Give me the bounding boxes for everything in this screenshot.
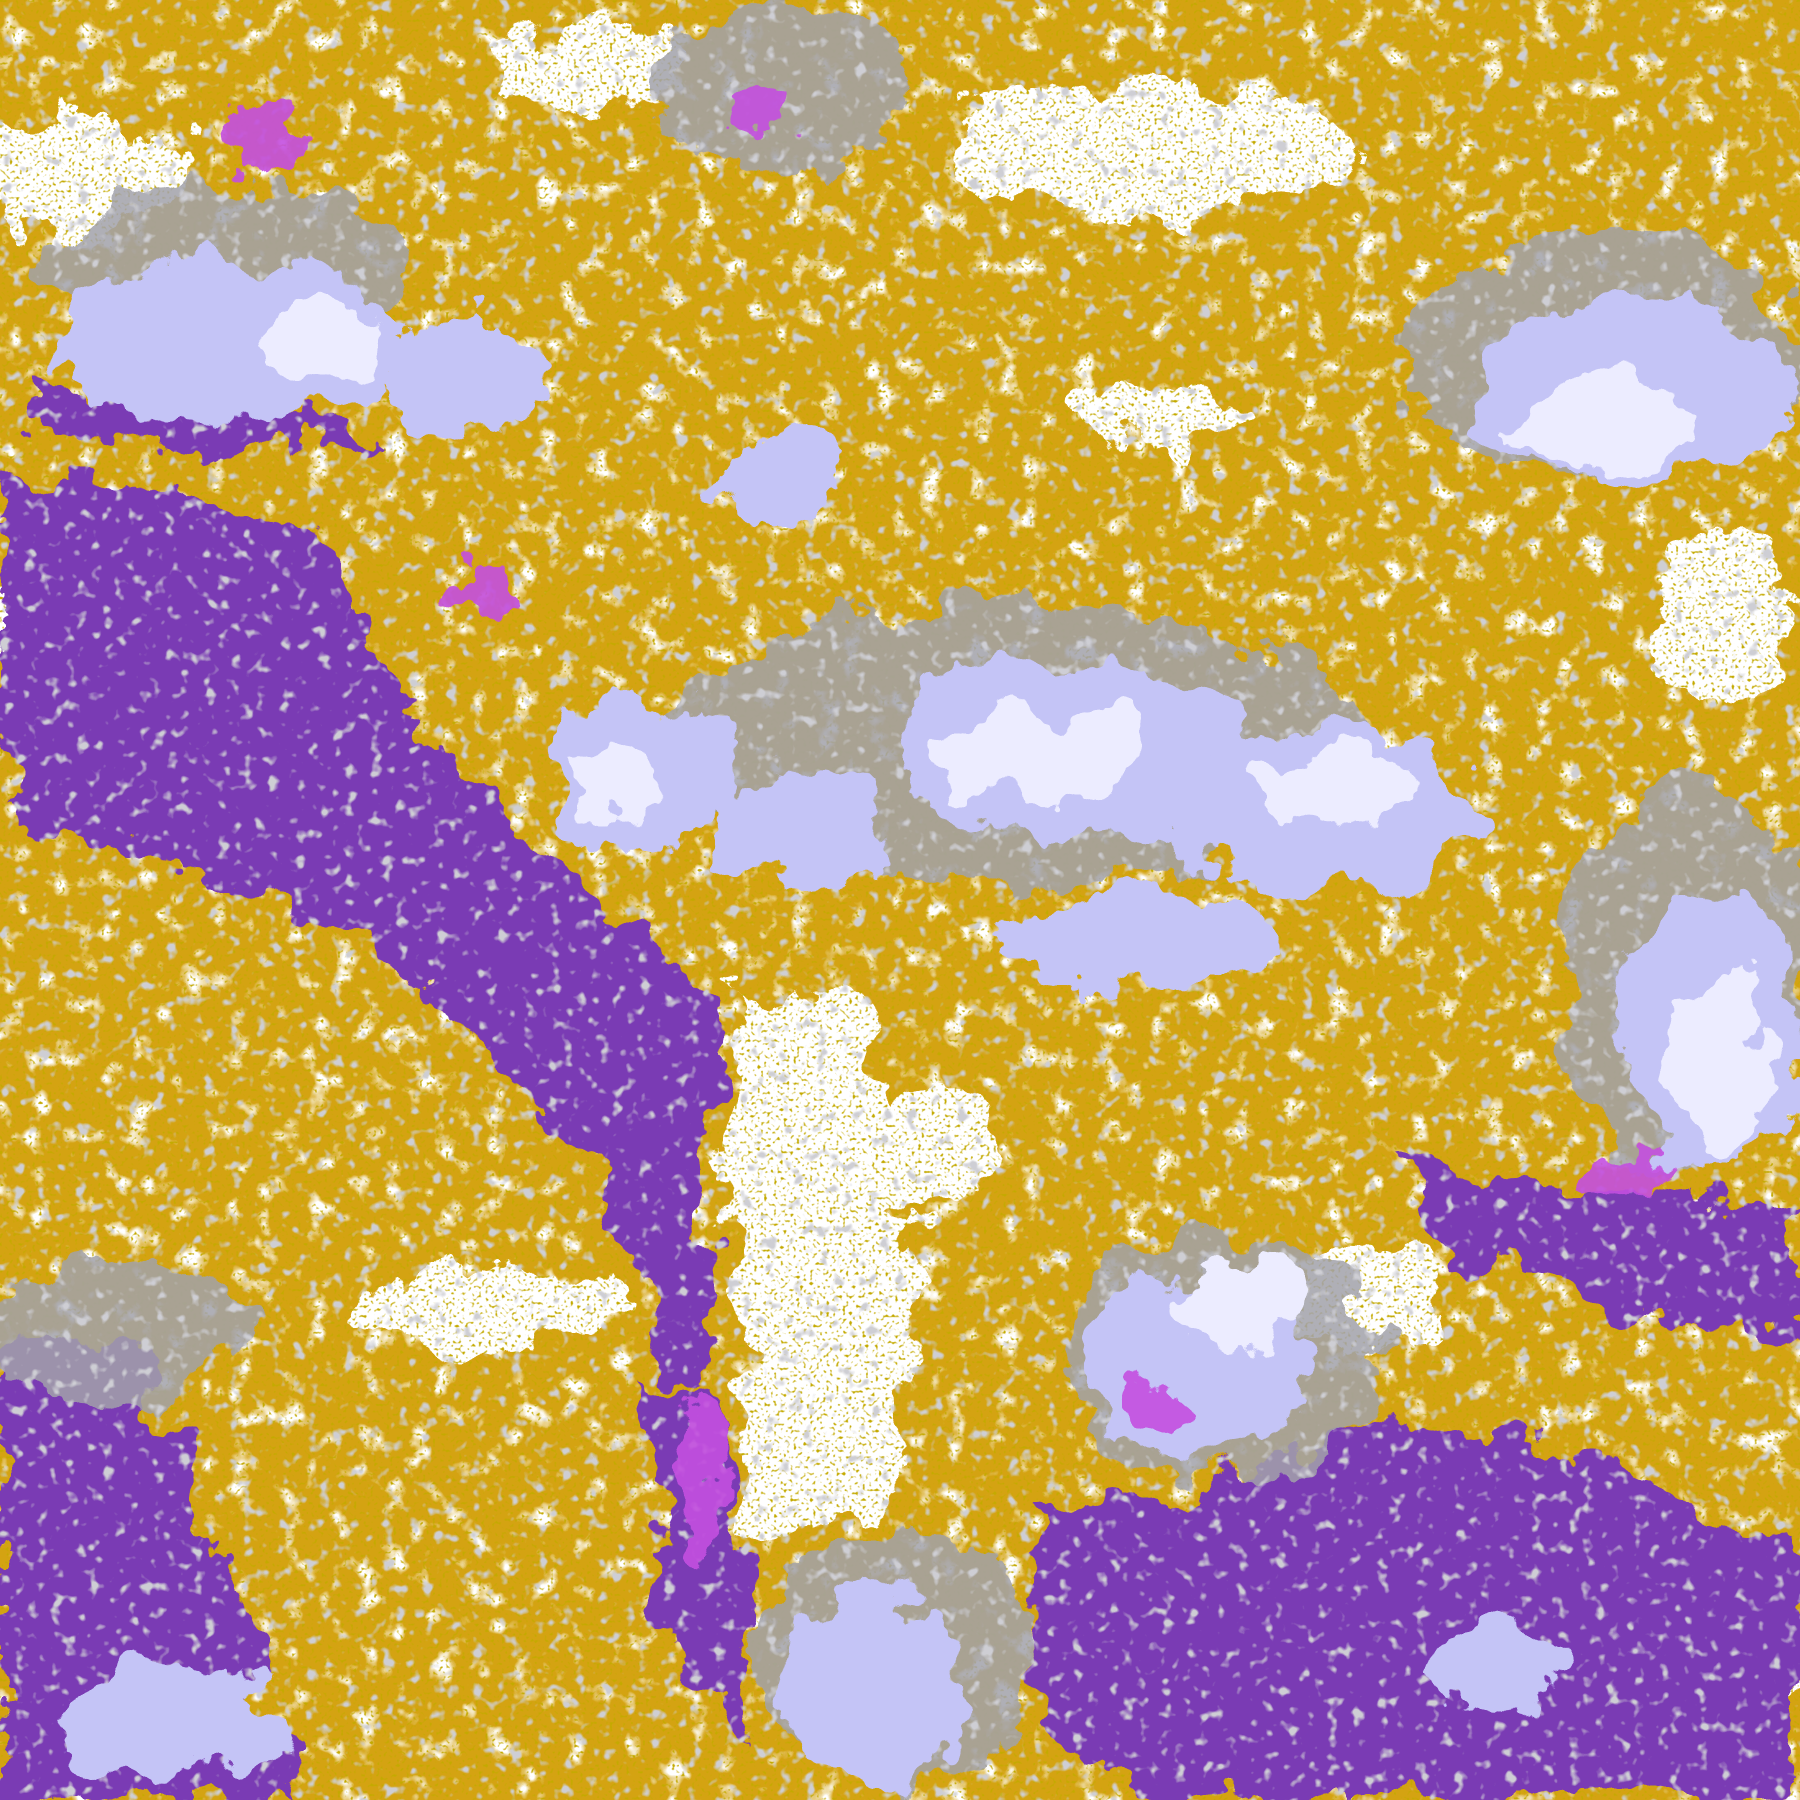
lavender-clouds bbox=[57, 264, 1800, 1780]
magenta-patches bbox=[218, 74, 1688, 1573]
cloud-cores bbox=[252, 309, 1780, 1344]
